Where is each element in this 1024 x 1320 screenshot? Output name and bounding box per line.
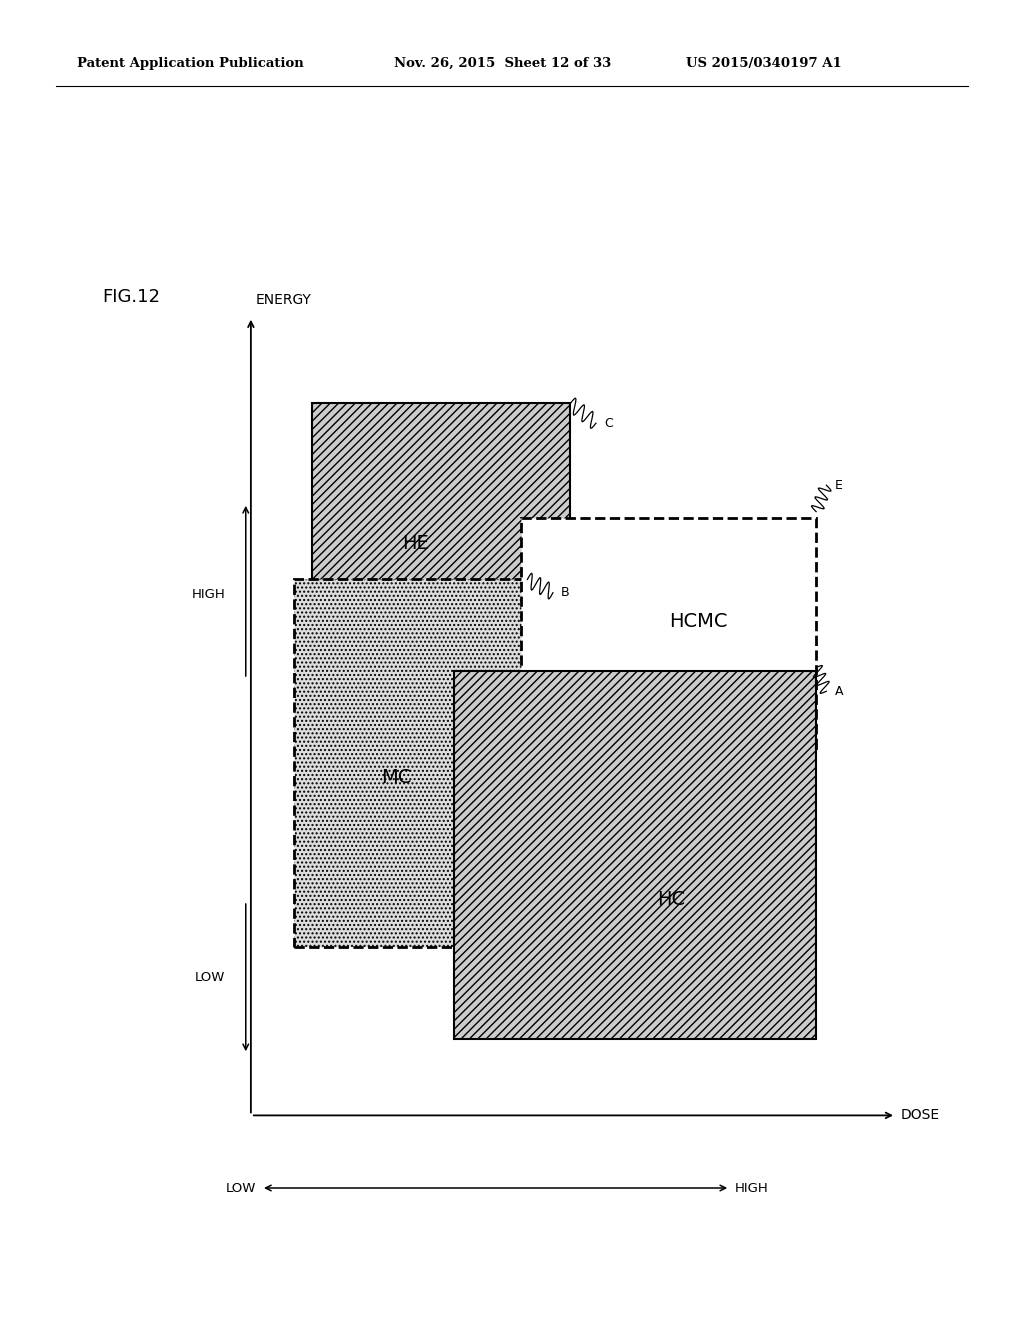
- Text: HIGH: HIGH: [735, 1181, 769, 1195]
- Text: Nov. 26, 2015  Sheet 12 of 33: Nov. 26, 2015 Sheet 12 of 33: [394, 57, 611, 70]
- Text: HCMC: HCMC: [669, 612, 727, 631]
- Text: HC: HC: [657, 890, 685, 908]
- Text: HE: HE: [402, 533, 429, 553]
- Text: E: E: [835, 479, 843, 492]
- Bar: [294, 579, 527, 946]
- Text: FIG.12: FIG.12: [102, 288, 161, 306]
- Text: ENERGY: ENERGY: [256, 293, 312, 306]
- Text: MC: MC: [381, 768, 412, 788]
- Text: C: C: [604, 417, 613, 430]
- Text: B: B: [561, 586, 569, 599]
- Bar: [312, 404, 570, 694]
- Bar: [454, 672, 816, 1039]
- Text: LOW: LOW: [225, 1181, 256, 1195]
- Text: Patent Application Publication: Patent Application Publication: [77, 57, 303, 70]
- Text: A: A: [835, 685, 843, 698]
- Text: LOW: LOW: [195, 972, 225, 985]
- Bar: [521, 519, 816, 748]
- Text: DOSE: DOSE: [901, 1109, 940, 1122]
- Text: US 2015/0340197 A1: US 2015/0340197 A1: [686, 57, 842, 70]
- Text: HIGH: HIGH: [191, 589, 225, 602]
